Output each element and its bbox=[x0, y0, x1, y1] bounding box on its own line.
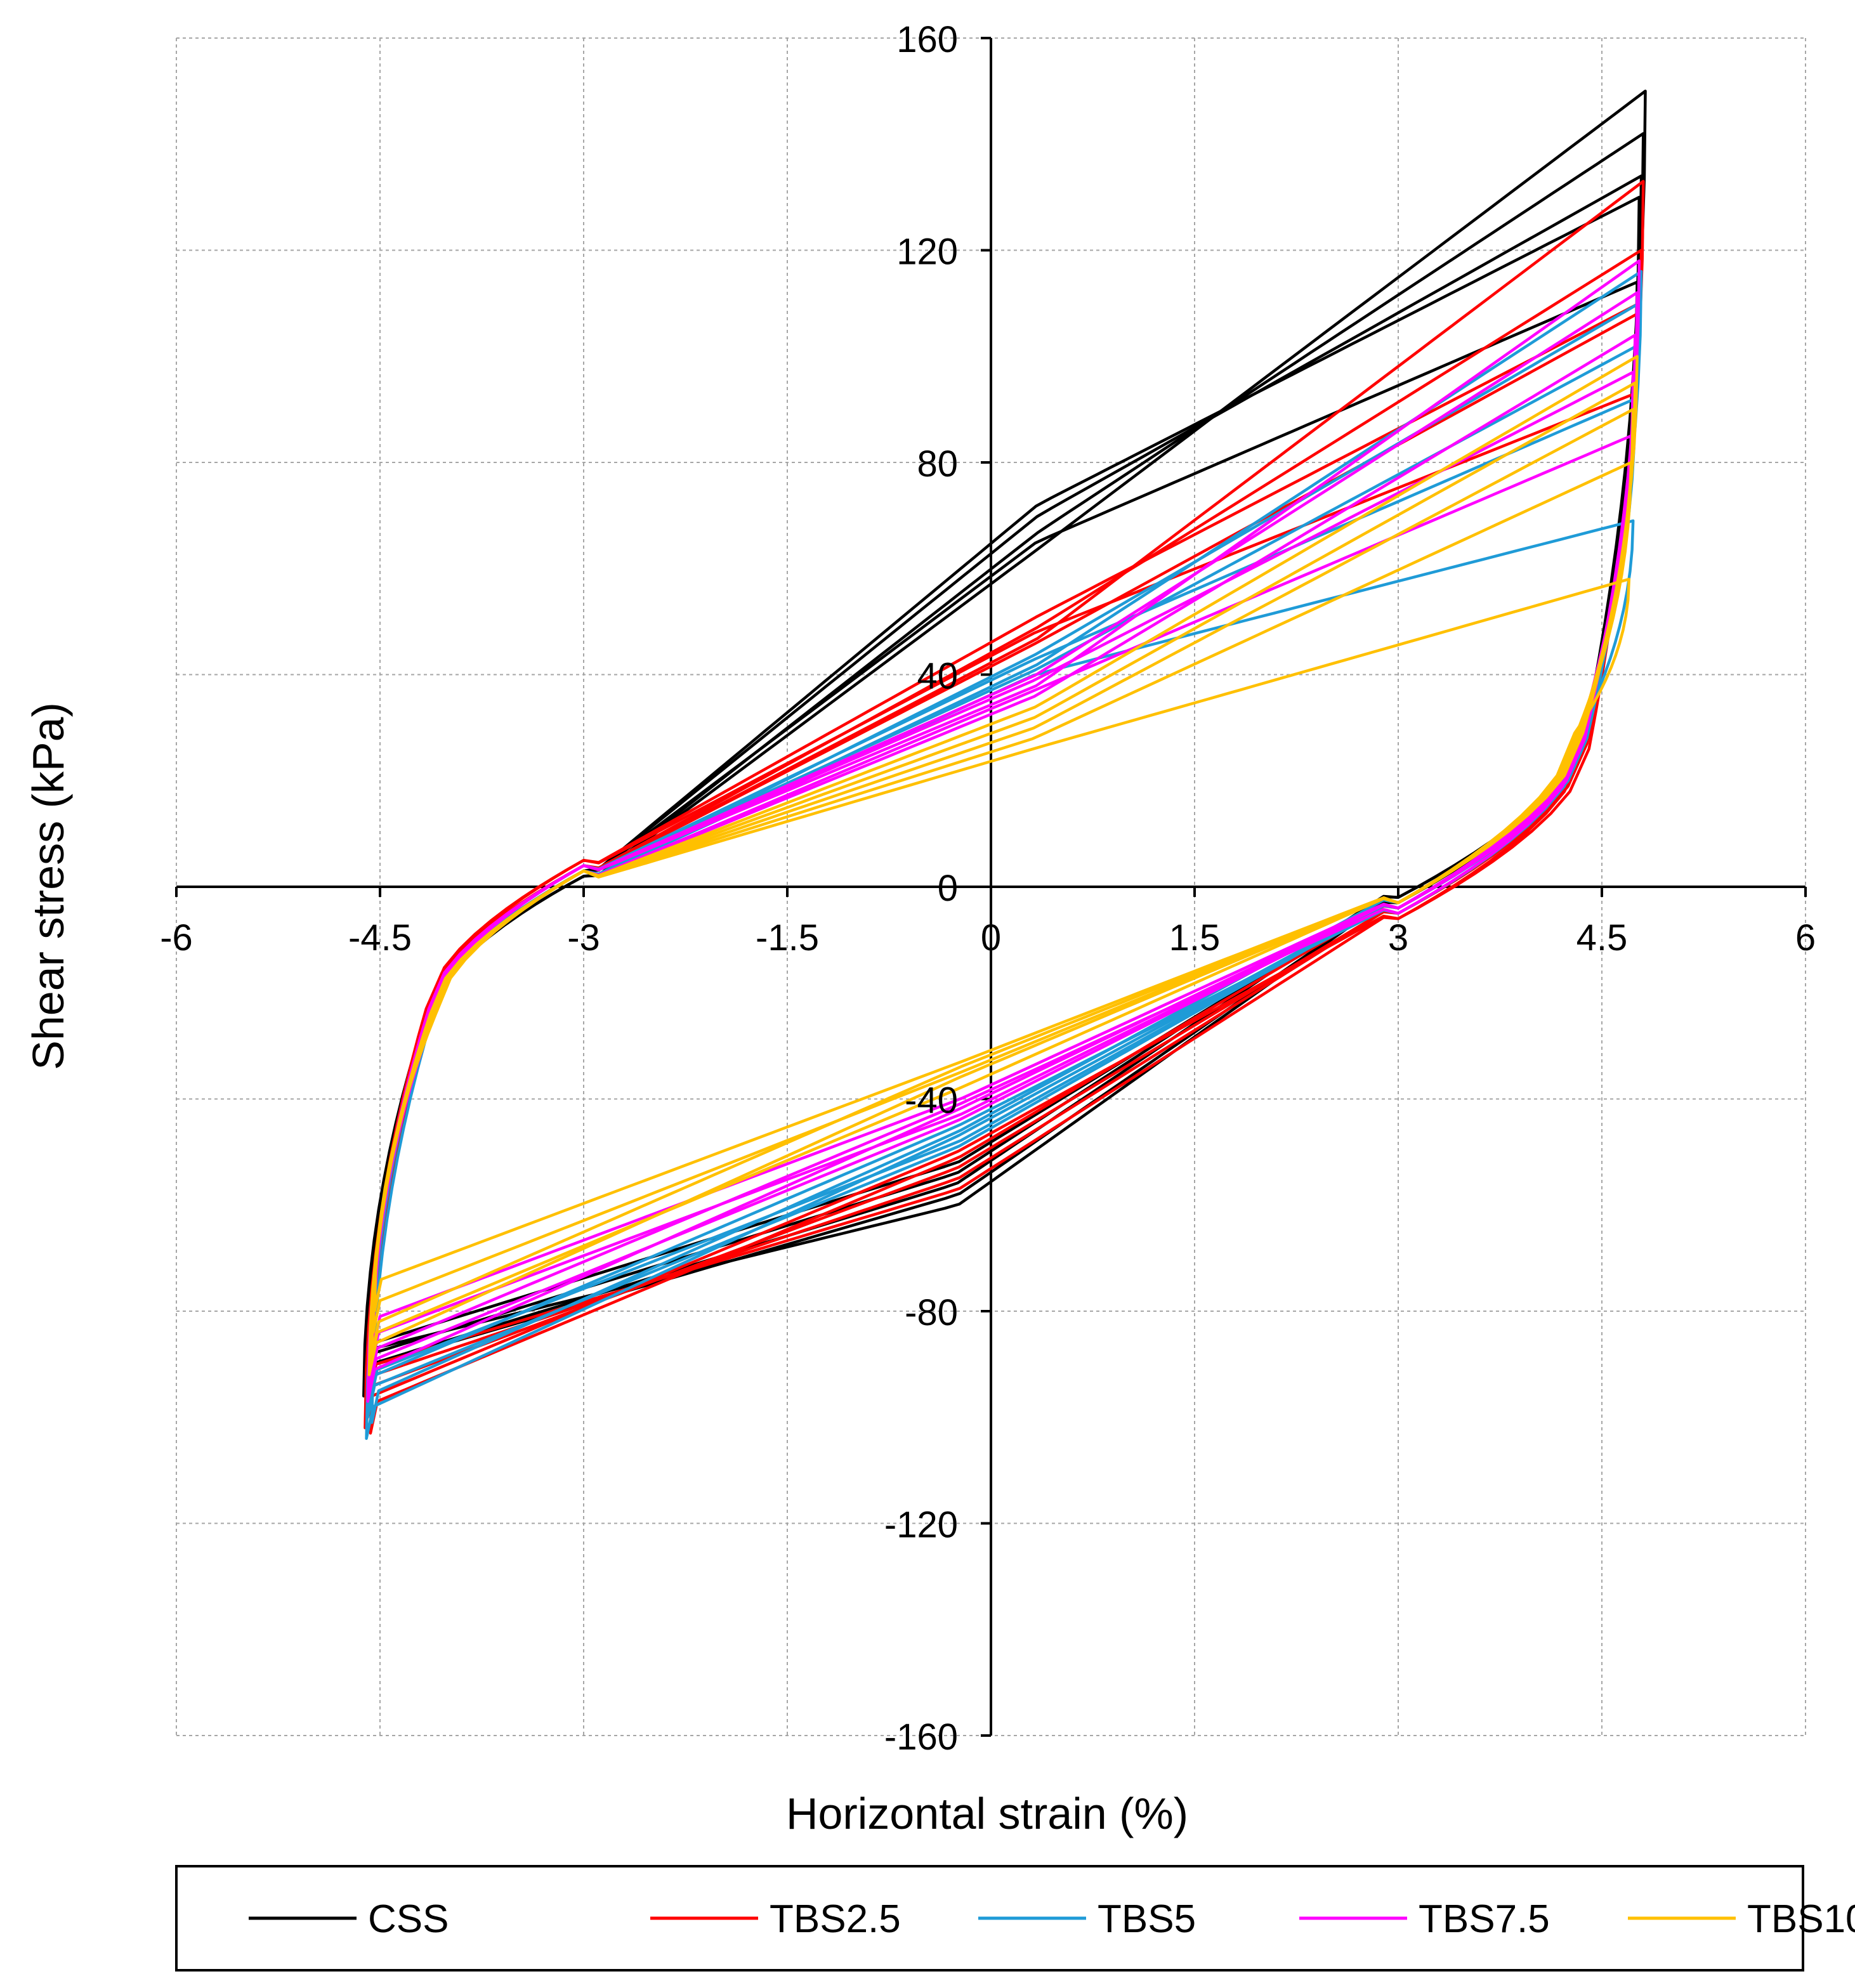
legend-label: TBS10 bbox=[1747, 1897, 1855, 1941]
x-tick-label: 1.5 bbox=[1169, 917, 1221, 958]
y-tick-label: -40 bbox=[905, 1080, 958, 1122]
y-tick-label: 0 bbox=[938, 868, 958, 909]
y-tick-label: 80 bbox=[917, 443, 958, 485]
x-tick-label: 0 bbox=[981, 917, 1001, 958]
x-tick-label: -3 bbox=[567, 917, 600, 958]
series-tbs10 bbox=[367, 355, 1639, 1377]
x-tick-label: -6 bbox=[160, 917, 193, 958]
x-tick-label: 4.5 bbox=[1576, 917, 1628, 958]
y-tick-label: -120 bbox=[884, 1505, 958, 1546]
series-loop bbox=[372, 461, 1633, 1334]
y-tick-label: 120 bbox=[896, 232, 958, 273]
legend-label: TBS5 bbox=[1098, 1897, 1196, 1941]
legend-label: TBS2.5 bbox=[770, 1897, 901, 1941]
y-tick-label: 40 bbox=[917, 656, 958, 697]
axes bbox=[175, 37, 1807, 1737]
legend-label: CSS bbox=[368, 1897, 449, 1941]
y-tick-label: -80 bbox=[905, 1292, 958, 1333]
legend-label: TBS7.5 bbox=[1419, 1897, 1550, 1941]
x-tick-label: 6 bbox=[1795, 917, 1816, 958]
legend: CSS TBS2.5 TBS5 TBS7.5 TBS10 bbox=[175, 1865, 1855, 1972]
y-tick-label: 160 bbox=[896, 19, 958, 60]
x-tick-label: -1.5 bbox=[756, 917, 819, 958]
series-lines bbox=[362, 89, 1647, 1440]
x-axis-title: Horizontal strain (%) bbox=[786, 1789, 1188, 1838]
series-loop bbox=[373, 577, 1631, 1313]
y-tick-label: -160 bbox=[884, 1717, 958, 1758]
y-axis-title: Shear stress (kPa) bbox=[23, 702, 73, 1070]
x-tick-label: 3 bbox=[1388, 917, 1408, 958]
x-tick-label: -4.5 bbox=[348, 917, 412, 958]
tick-labels: -6 -4.5 -3 -1.5 0 1.5 3 4.5 6 160 120 80 40 0 -40 -80 -1… bbox=[160, 19, 1816, 1758]
